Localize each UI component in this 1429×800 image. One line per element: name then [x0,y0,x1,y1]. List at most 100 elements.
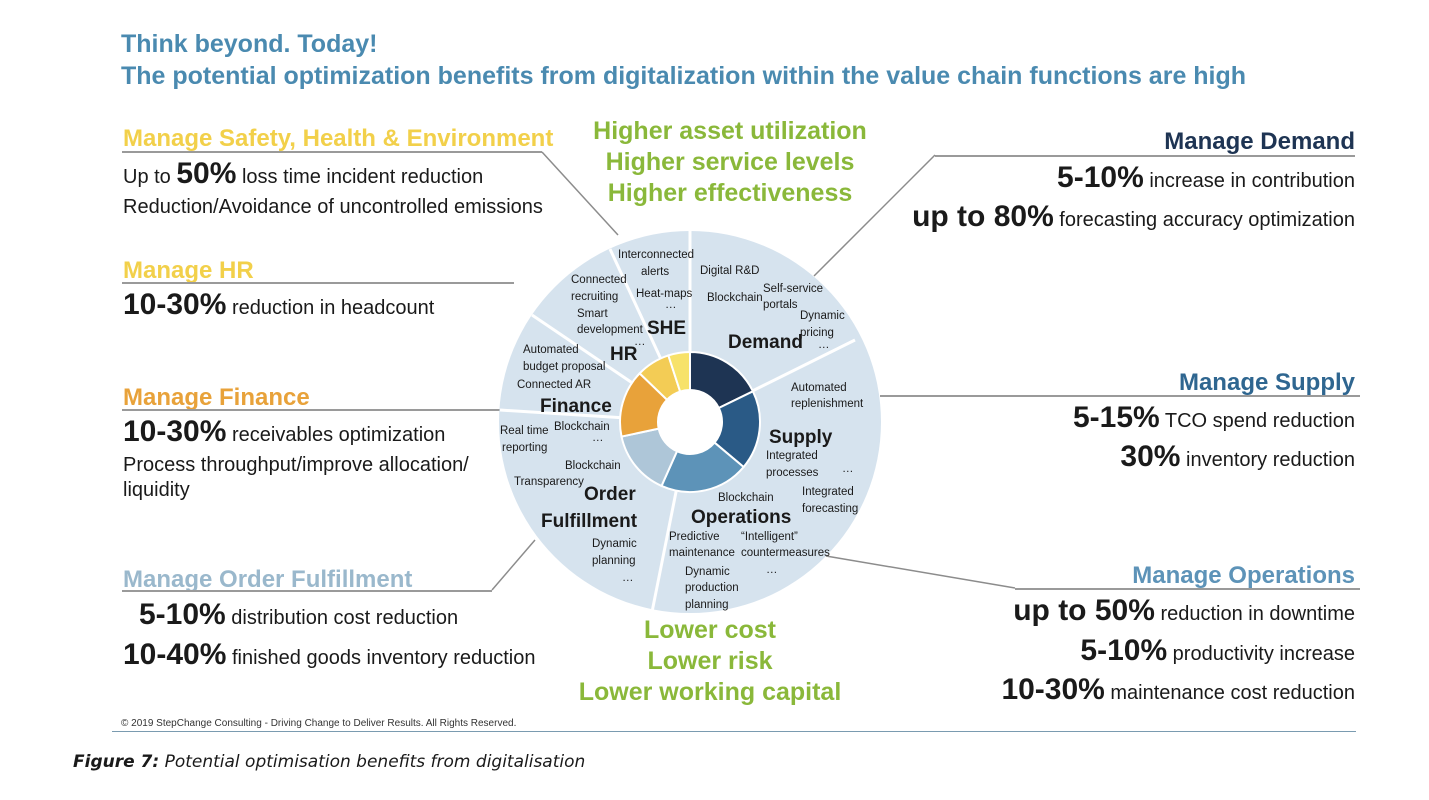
finance-line-1: 10-30% receivables optimization [123,415,446,448]
bottom-benefits: Lower cost Lower risk Lower working capi… [560,615,860,708]
connector-operations [825,555,1016,589]
benefit-lower-risk: Lower risk [647,647,773,675]
operations-stat-3: 10-30% [1001,673,1105,706]
item-self-service-1: Self-service [763,283,823,295]
section-demand: Demand [728,332,803,353]
she-line-1: Up to 50% loss time incident reduction [123,157,484,190]
item-dynamic-pricing-2: pricing [800,327,834,339]
hr-line-1: 10-30% reduction in headcount [123,288,435,321]
hr-header: Manage HR [123,257,254,284]
item-predictive-maintenance-2: maintenance [669,547,735,559]
hr-rule [122,282,514,284]
item-interconnected-2: alerts [641,266,669,278]
operations-line-3: 10-30% maintenance cost reduction [1001,673,1355,706]
item-order-ellipsis: … [622,572,634,584]
demand-line-2: up to 80% forecasting accuracy optimizat… [912,200,1355,233]
finance-line-2: Process throughput/improve allocation/ [123,454,469,476]
item-connected-recruiting-1: Connected [571,274,627,286]
order-stat-1: 5-10% [139,598,226,631]
item-automated-replenishment-1: Automated [791,382,847,394]
item-finance-ellipsis: … [592,432,604,444]
item-integrated-forecasting-2: forecasting [802,503,858,515]
item-integrated-processes-1: Integrated [766,450,818,462]
item-real-time-2: reporting [502,442,547,454]
finance-rule [122,409,500,411]
she-stat: 50% [176,157,237,190]
demand-rule [935,155,1355,157]
caption-text: Potential optimisation benefits from dig… [159,752,586,772]
item-digital-rd: Digital R&D [700,265,759,277]
connector-she [541,151,619,236]
supply-stat-2: 30% [1120,440,1181,473]
benefit-lower-cost: Lower cost [644,616,776,644]
item-connected-ar: Connected AR [517,379,591,391]
benefit-higher-effectiveness: Higher effectiveness [607,179,853,207]
item-interconnected-1: Interconnected [618,249,694,261]
demand-header: Manage Demand [1164,128,1355,155]
section-finance: Finance [540,396,612,417]
item-blockchain-order: Blockchain [565,460,621,472]
section-order: Order [584,484,636,505]
operations-line-1: up to 50% reduction in downtime [1013,594,1355,627]
item-dynamic-pricing-1: Dynamic [800,310,845,322]
section-fulfillment: Fulfillment [541,511,638,532]
she-rule [122,151,542,153]
footer-rule [112,731,1356,732]
item-blockchain-operations: Blockchain [718,492,774,504]
item-self-service-2: portals [763,299,798,311]
item-dynamic-planning-1: Dynamic [592,538,637,550]
item-blockchain-demand: Blockchain [707,292,763,304]
order-stat-2: 10-40% [123,638,227,671]
supply-header: Manage Supply [1178,369,1355,396]
item-transparency: Transparency [514,476,584,488]
demand-stat-1: 5-10% [1057,161,1144,194]
item-automated-replenishment-2: replenishment [791,398,864,410]
order-header: Manage Order Fulfillment [123,566,413,593]
item-intelligent-2: countermeasures [741,547,830,559]
supply-line-2: 30% inventory reduction [1120,440,1355,473]
item-supply-ellipsis: … [842,463,854,475]
item-dynamic-production-2: production [685,582,739,594]
connector-demand [813,154,936,277]
demand-stat-2: up to 80% [912,200,1054,233]
copyright-footnote: © 2019 StepChange Consulting - Driving C… [121,718,517,729]
supply-stat-1: 5-15% [1072,401,1160,434]
operations-stat-2: 5-10% [1080,634,1168,667]
finance-stat: 10-30% [123,415,227,448]
supply-line-1: 5-15% TCO spend reduction [1072,401,1355,434]
item-hr-ellipsis: … [634,336,646,348]
title-line-2: The potential optimization benefits from… [121,62,1247,90]
item-operations-ellipsis: … [766,564,778,576]
item-intelligent-1: “Intelligent” [741,531,798,543]
supply-rule [880,395,1360,397]
benefit-higher-service-levels: Higher service levels [605,148,855,176]
hr-stat: 10-30% [123,288,227,321]
item-heat-maps: Heat-maps [636,288,692,300]
item-automated-budget-2: budget proposal [523,361,605,373]
order-line-1: 5-10% distribution cost reduction [139,598,459,631]
title-line-1: Think beyond. Today! [121,30,378,58]
item-integrated-processes-2: processes [766,467,819,479]
section-hr: HR [610,344,638,365]
order-line-2: 10-40% finished goods inventory reductio… [123,638,536,671]
demand-line-1: 5-10% increase in contribution [1057,161,1355,194]
she-line-2: Reduction/Avoidance of uncontrolled emis… [123,196,543,218]
connector-lines [491,151,1016,591]
caption-label: Figure 7: [73,752,160,772]
item-demand-ellipsis: … [818,339,830,351]
operations-line-2: 5-10% productivity increase [1080,634,1355,667]
figure-caption: Figure 7: Potential optimisation benefit… [73,752,585,772]
item-she-ellipsis: … [665,299,677,311]
item-smart-development-1: Smart [577,308,608,320]
benefit-higher-asset-utilization: Higher asset utilization [593,117,867,145]
operations-header: Manage Operations [1132,562,1355,589]
item-dynamic-production-3: planning [685,599,728,611]
item-real-time-1: Real time [500,425,549,437]
connector-order [491,539,536,591]
finance-line-3: liquidity [123,479,190,501]
top-benefits: Higher asset utilization Higher service … [580,116,880,209]
benefit-lower-working-capital: Lower working capital [578,678,842,706]
section-she: SHE [647,318,686,339]
item-dynamic-planning-2: planning [592,555,635,567]
